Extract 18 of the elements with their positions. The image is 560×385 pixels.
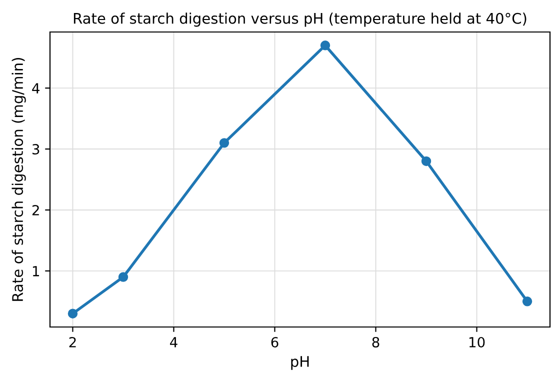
chart-title: Rate of starch digestion versus pH (temperature held at 40°C) xyxy=(74,12,526,27)
point xyxy=(68,308,78,318)
x-tick-label: 8 xyxy=(372,336,380,348)
y-axis-title: Rate of starch digestion (mg/min) xyxy=(12,58,26,301)
x-tick-label: 2 xyxy=(69,336,76,348)
point xyxy=(421,156,432,166)
x-tick-label: 6 xyxy=(271,336,278,348)
x-tick-label: 10 xyxy=(469,336,485,348)
point xyxy=(219,138,230,148)
y-tick-label: 3 xyxy=(32,144,40,154)
y-tick-label: 4 xyxy=(32,83,40,94)
y-tick-label: 1 xyxy=(32,266,39,276)
point xyxy=(320,40,330,50)
point xyxy=(522,296,532,306)
y-tick-label: 2 xyxy=(32,204,39,216)
x-tick-label: 4 xyxy=(170,337,178,348)
point xyxy=(118,272,128,282)
x-axis-title: pH xyxy=(291,356,309,370)
